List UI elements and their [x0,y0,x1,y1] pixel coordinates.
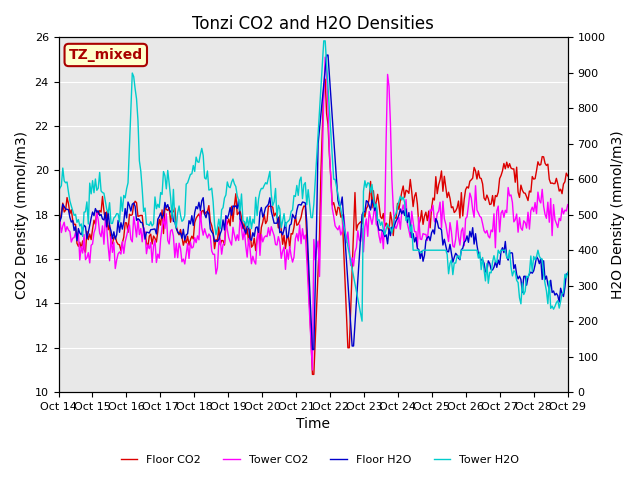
Tower CO2 [277,255,285,261]
Tower H2O [277,225,285,230]
Tower CO2 [538,186,546,192]
Tower CO2 [54,230,62,236]
Floor H2O [54,211,62,216]
Legend: Floor CO2, Tower CO2, Floor H2O, Tower H2O: Floor CO2, Tower CO2, Floor H2O, Tower H… [116,451,524,469]
Y-axis label: CO2 Density (mmol/m3): CO2 Density (mmol/m3) [15,131,29,299]
Tower H2O [207,187,214,192]
Floor CO2 [232,191,239,197]
Tower CO2 [308,367,316,373]
Floor H2O [117,220,125,226]
Tower CO2 [117,251,125,257]
Floor CO2 [538,154,546,159]
Title: Tonzi CO2 and H2O Densities: Tonzi CO2 and H2O Densities [192,15,434,33]
Tower H2O [223,179,231,185]
Floor CO2 [308,372,316,377]
Floor CO2 [117,248,125,253]
Text: TZ_mixed: TZ_mixed [68,48,143,62]
Tower CO2 [564,202,572,207]
Tower H2O [564,269,572,275]
Tower CO2 [223,227,231,233]
Floor CO2 [223,221,231,227]
Floor H2O [564,272,572,277]
Floor H2O [232,203,239,209]
Tower H2O [358,318,366,324]
X-axis label: Time: Time [296,418,330,432]
Floor H2O [538,276,546,282]
Tower H2O [320,38,328,44]
Floor CO2 [54,220,62,226]
Floor CO2 [207,218,214,224]
Tower H2O [117,194,125,200]
Tower H2O [538,256,546,262]
Floor H2O [277,228,285,234]
Tower CO2 [207,233,214,239]
Floor H2O [323,52,330,58]
Floor H2O [207,226,214,232]
Floor H2O [308,347,316,352]
Line: Floor CO2: Floor CO2 [58,79,568,374]
Floor CO2 [564,173,572,179]
Tower CO2 [232,238,239,244]
Floor CO2 [277,226,285,232]
Line: Tower CO2: Tower CO2 [58,57,568,370]
Tower H2O [54,189,62,194]
Floor CO2 [321,76,329,82]
Tower CO2 [321,54,329,60]
Line: Floor H2O: Floor H2O [58,55,568,349]
Line: Tower H2O: Tower H2O [58,41,568,321]
Floor H2O [223,216,231,221]
Y-axis label: H2O Density (mmol/m3): H2O Density (mmol/m3) [611,131,625,299]
Tower H2O [232,184,239,190]
